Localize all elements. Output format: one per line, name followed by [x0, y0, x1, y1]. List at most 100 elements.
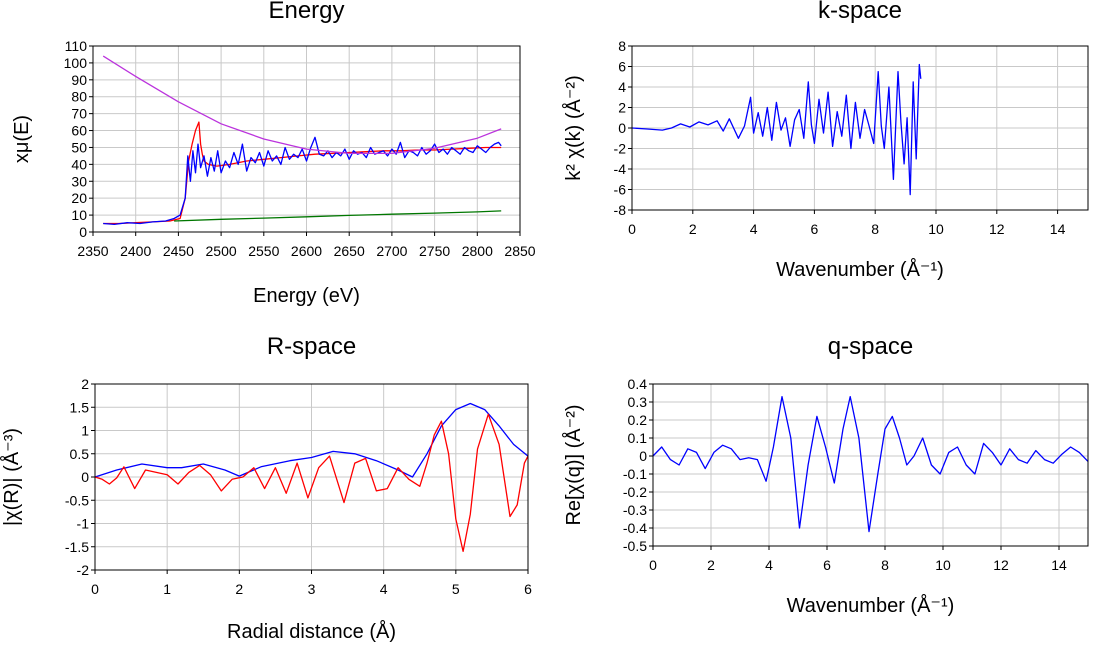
y-tick-label: 1.5	[70, 399, 90, 415]
series-line-0	[652, 395, 1089, 533]
series-line-2	[102, 55, 502, 155]
x-tick-label: 2550	[248, 243, 279, 259]
x-tick-label: 2	[707, 557, 715, 573]
y-axis-label: k² χ(k) (Å⁻²)	[562, 75, 585, 180]
y-tick-label: 0	[618, 120, 626, 136]
x-tick-label: 0	[628, 221, 636, 237]
series-line-0	[103, 121, 502, 225]
x-axis-label: Energy (eV)	[253, 285, 360, 307]
series-line-3	[174, 210, 502, 222]
x-tick-label: 4	[765, 557, 773, 573]
y-tick-label: 30	[71, 173, 87, 189]
x-tick-label: 8	[871, 221, 879, 237]
x-axis-label: Wavenumber (Å⁻¹)	[776, 258, 944, 281]
x-tick-label: 6	[811, 221, 819, 237]
y-tick-label: 2	[81, 376, 89, 392]
y-tick-label: 0.3	[628, 394, 648, 410]
y-tick-label: -0.3	[623, 502, 647, 518]
x-tick-label: 1	[163, 581, 171, 597]
x-tick-label: 2850	[504, 243, 535, 259]
panel-kspace: k-space 0 2 4 6 8 10 12 14 -8 -6 -4 -2 0 2 4 6 8 Wavenumbe…	[562, 0, 1089, 281]
y-tick-label: -2	[614, 141, 627, 157]
x-tick-label: 10	[928, 221, 944, 237]
x-tick-label: 2	[689, 221, 697, 237]
x-tick-label: 10	[935, 557, 951, 573]
panel-energy: Energy 2350 2400 2450 2500 2550 2600 2650 2700 27…	[11, 0, 536, 307]
y-tick-label: -4	[614, 161, 627, 177]
y-tick-label: -8	[614, 202, 627, 218]
series-line-1	[94, 413, 529, 553]
panel-qspace: q-space 0 2 4 6 8 10 12 14 -0.5 -0.4 -0.3 -0.2 -0.1 0 0…	[562, 333, 1089, 617]
y-tick-label: 2	[618, 100, 626, 116]
y-tick-label: -6	[614, 182, 627, 198]
x-tick-label: 2750	[419, 243, 450, 259]
chart-title: Energy	[268, 0, 344, 24]
y-tick-label: 0.2	[628, 412, 648, 428]
x-tick-label: 2800	[462, 243, 493, 259]
y-axis-label: |χ(R)| (Å⁻³)	[0, 428, 23, 526]
y-axis-label: Re[χ(q)] (Å⁻²)	[562, 404, 585, 525]
plot-frame	[652, 383, 1089, 547]
y-tick-label: -0.5	[65, 492, 89, 508]
x-tick-label: 14	[1051, 557, 1067, 573]
x-tick-label: 2	[235, 581, 243, 597]
x-tick-label: 2400	[120, 243, 151, 259]
y-tick-label: 0	[639, 448, 647, 464]
x-tick-label: 2500	[206, 243, 237, 259]
x-tick-label: 12	[993, 557, 1009, 573]
x-tick-label: 3	[308, 581, 316, 597]
x-tick-label: 2700	[376, 243, 407, 259]
chart-title: q-space	[828, 333, 913, 360]
y-tick-label: -1	[77, 516, 90, 532]
x-tick-label: 2350	[77, 243, 108, 259]
y-tick-label: 6	[618, 59, 626, 75]
x-tick-label: 2600	[291, 243, 322, 259]
y-tick-label: 40	[71, 156, 87, 172]
y-tick-label: 8	[618, 38, 626, 54]
chart-title: R-space	[267, 333, 356, 360]
y-tick-label: 0.5	[70, 446, 90, 462]
y-axis-label: xμ(E)	[11, 115, 33, 163]
series-line-0	[94, 402, 529, 478]
x-tick-label: 14	[1050, 221, 1066, 237]
y-tick-label: 90	[71, 72, 87, 88]
y-tick-label: -1.5	[65, 539, 89, 555]
x-tick-label: 0	[91, 581, 99, 597]
x-tick-label: 8	[881, 557, 889, 573]
series-line-0	[631, 63, 922, 196]
y-tick-label: 0.1	[628, 430, 648, 446]
x-axis-label: Wavenumber (Å⁻¹)	[787, 594, 955, 617]
x-tick-label: 6	[823, 557, 831, 573]
x-tick-label: 2650	[334, 243, 365, 259]
y-tick-label: 70	[71, 106, 87, 122]
x-tick-label: 6	[524, 581, 532, 597]
x-axis-label: Radial distance (Å)	[227, 620, 396, 643]
x-tick-label: 12	[989, 221, 1005, 237]
y-tick-label: 0.4	[628, 376, 648, 392]
y-tick-label: -0.1	[623, 466, 647, 482]
y-tick-label: -0.4	[623, 520, 647, 536]
x-tick-label: 4	[750, 221, 758, 237]
y-tick-label: 10	[71, 207, 87, 223]
series-line-1	[103, 136, 502, 226]
y-tick-label: 1	[81, 423, 89, 439]
y-tick-label: 0	[79, 224, 87, 240]
panel-rspace: R-space 0 1 2 3 4 5 6 -2 -1.5 -1 -0.5 0 0.5 1 1.5 2 Radia…	[0, 333, 532, 643]
x-tick-label: 2450	[163, 243, 194, 259]
y-tick-label: -0.5	[623, 538, 647, 554]
x-tick-label: 5	[452, 581, 460, 597]
y-tick-label: -2	[77, 562, 90, 578]
y-tick-label: 60	[71, 123, 87, 139]
x-tick-label: 4	[380, 581, 388, 597]
y-tick-label: 50	[71, 139, 87, 155]
y-tick-label: 110	[65, 38, 88, 54]
x-tick-label: 0	[649, 557, 657, 573]
y-tick-label: 0	[81, 469, 89, 485]
y-tick-label: 100	[64, 55, 88, 71]
y-tick-label: 20	[71, 190, 87, 206]
y-tick-label: -0.2	[623, 484, 647, 500]
y-tick-label: 80	[71, 89, 87, 105]
y-tick-label: 4	[618, 79, 626, 95]
